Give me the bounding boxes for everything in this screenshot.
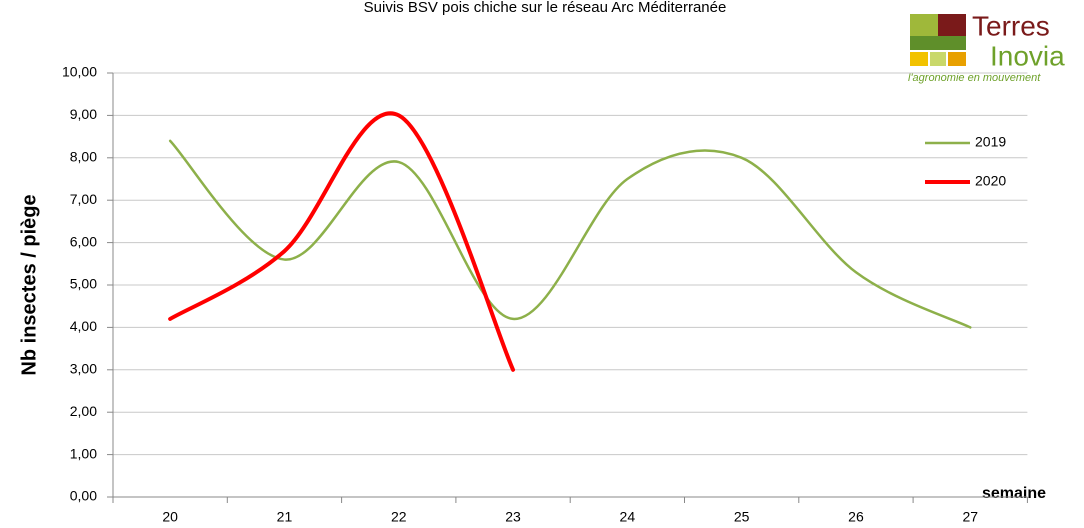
logo-block (938, 14, 966, 36)
logo-block (910, 14, 938, 36)
y-tick-label: 10,00 (62, 64, 97, 80)
y-tick-label: 6,00 (70, 233, 97, 249)
logo-text: Inovia (990, 40, 1065, 71)
series-line (168, 139, 972, 329)
legend-label: 2019 (975, 134, 1006, 150)
logo-block (910, 52, 928, 66)
logo-text: Terres (972, 10, 1050, 41)
series-line (168, 111, 516, 372)
x-tick-label: 27 (962, 509, 978, 525)
y-tick-label: 1,00 (70, 445, 97, 461)
logo-block (930, 52, 946, 66)
y-tick-label: 5,00 (70, 276, 97, 292)
logo-tagline: l'agronomie en mouvement (908, 72, 1041, 84)
y-tick-label: 2,00 (70, 403, 97, 419)
chart-title: Suivis BSV pois chiche sur le réseau Arc… (364, 0, 727, 16)
x-tick-label: 24 (620, 509, 636, 525)
x-tick-label: 25 (734, 509, 750, 525)
logo: Terres Inovia l'agronomie en mouvement (908, 10, 1065, 84)
x-tick-label: 22 (391, 509, 407, 525)
x-tick-label: 21 (277, 509, 293, 525)
legend-label: 2020 (975, 173, 1006, 189)
logo-block (948, 52, 966, 66)
y-tick-label: 8,00 (70, 149, 97, 165)
x-tick-label: 23 (505, 509, 521, 525)
y-tick-label: 9,00 (70, 106, 97, 122)
x-axis-label: semaine (982, 485, 1046, 502)
x-tick-label: 20 (162, 509, 178, 525)
y-tick-label: 3,00 (70, 361, 97, 377)
x-tick-label: 26 (848, 509, 864, 525)
y-tick-label: 4,00 (70, 318, 97, 334)
y-tick-label: 0,00 (70, 488, 97, 504)
y-tick-label: 7,00 (70, 191, 97, 207)
y-axis-label: Nb insectes / piège (18, 194, 40, 375)
logo-block (910, 36, 966, 50)
